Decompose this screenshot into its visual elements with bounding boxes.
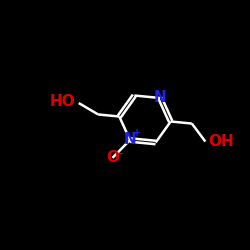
Text: N: N: [124, 132, 136, 148]
Text: +: +: [133, 128, 141, 138]
Text: −: −: [116, 148, 124, 158]
Text: OH: OH: [208, 134, 234, 149]
Text: N: N: [154, 90, 166, 106]
Text: HO: HO: [49, 94, 75, 109]
Text: O: O: [106, 150, 119, 165]
